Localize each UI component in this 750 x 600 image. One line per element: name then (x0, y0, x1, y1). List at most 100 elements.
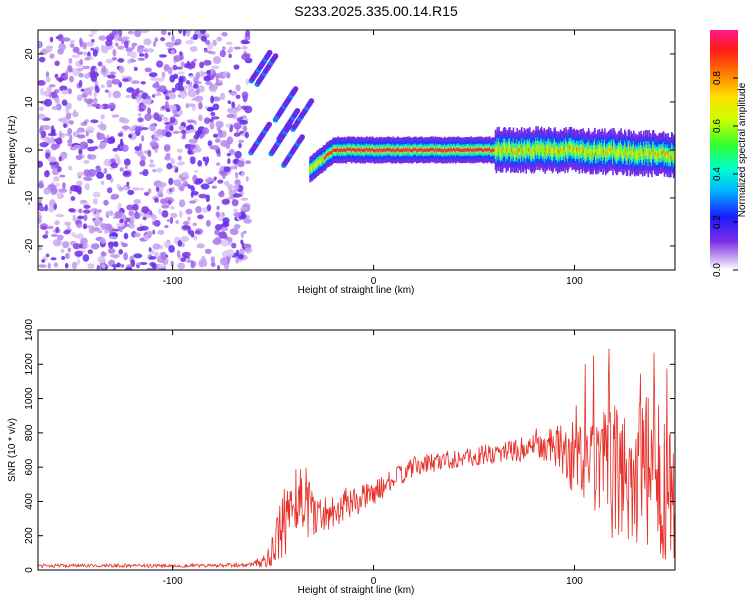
heatmap-cell (206, 70, 211, 75)
heatmap-cell (56, 234, 64, 241)
heatmap-cell (452, 149, 454, 153)
heatmap-cell (424, 148, 426, 152)
heatmap-cell (641, 152, 643, 156)
heatmap-cell (38, 160, 43, 168)
heatmap-cell (457, 147, 460, 151)
heatmap-cell (596, 148, 599, 152)
heatmap-cell (348, 147, 350, 151)
heatmap-cell (187, 89, 197, 98)
heatmap-cell (141, 135, 145, 142)
heatmap-cell (590, 152, 593, 156)
heatmap-cell (164, 224, 169, 229)
heatmap-cell (133, 198, 141, 205)
heatmap-cell (524, 148, 527, 152)
heatmap-cell (67, 247, 72, 253)
heatmap-cell (221, 32, 228, 37)
heatmap-cell (114, 211, 122, 219)
heatmap-cell (157, 229, 165, 235)
heatmap-cell (180, 61, 185, 67)
heatmap-cell (133, 253, 143, 259)
heatmap-cell (513, 151, 516, 155)
heatmap-cell (356, 148, 358, 153)
heatmap-cell (335, 148, 338, 153)
heatmap-cell (399, 149, 402, 153)
heatmap-cell (337, 147, 339, 151)
heatmap-cell (84, 73, 90, 79)
heatmap-cell (624, 148, 626, 152)
spectrogram-y-tick-label: -20 (24, 238, 35, 253)
heatmap-cell (418, 148, 421, 152)
heatmap-cell (67, 127, 73, 135)
heatmap-cell (88, 33, 94, 38)
heatmap-cell (506, 148, 508, 152)
heatmap-cell (59, 174, 66, 178)
heatmap-cell (90, 103, 100, 108)
heatmap-cell (84, 57, 91, 61)
heatmap-cell (101, 250, 105, 258)
heatmap-cell (178, 125, 185, 131)
heatmap-cell (158, 54, 167, 58)
heatmap-cell (378, 147, 381, 152)
heatmap-cell (170, 158, 175, 165)
heatmap-cell (125, 47, 133, 53)
heatmap-cell (98, 209, 102, 213)
heatmap-cell (245, 160, 252, 164)
heatmap-cell (174, 169, 179, 173)
heatmap-cell (226, 41, 233, 45)
heatmap-cell (227, 158, 231, 165)
heatmap-cell (219, 49, 226, 58)
heatmap-cell (160, 251, 167, 260)
heatmap-cell (189, 46, 198, 52)
heatmap-cell (61, 256, 66, 260)
heatmap-cell (92, 49, 98, 57)
heatmap-cell (648, 148, 650, 152)
heatmap-cell (646, 148, 649, 152)
heatmap-cell (46, 86, 53, 92)
heatmap-cell (477, 147, 480, 151)
heatmap-cell (514, 150, 517, 154)
heatmap-cell (147, 107, 151, 114)
heatmap-cell (207, 42, 213, 51)
heatmap-cell (312, 165, 314, 170)
heatmap-cell (108, 32, 115, 41)
heatmap-cell (112, 48, 117, 57)
heatmap-cell (200, 30, 206, 35)
heatmap-cell (233, 212, 242, 217)
heatmap-cell (148, 163, 156, 168)
heatmap-cell (61, 99, 68, 106)
heatmap-cell (517, 151, 519, 155)
heatmap-cell (194, 95, 204, 103)
heatmap-cell (406, 148, 408, 152)
heatmap-cell (235, 94, 241, 100)
heatmap-cell (54, 220, 60, 226)
heatmap-cell (155, 186, 160, 192)
snr-x-tick-label: 0 (371, 576, 377, 587)
heatmap-cell (111, 228, 121, 232)
heatmap-cell (585, 151, 587, 156)
heatmap-cell (384, 148, 386, 152)
heatmap-cell (52, 168, 59, 176)
heatmap-cell (103, 167, 108, 175)
heatmap-cell (131, 215, 135, 223)
heatmap-cell (144, 191, 150, 196)
heatmap-cell (416, 148, 419, 152)
heatmap-cell (129, 51, 137, 59)
heatmap-cell (445, 149, 448, 153)
heatmap-cell (488, 147, 490, 152)
heatmap-cell (571, 148, 574, 152)
heatmap-cell (408, 147, 411, 151)
heatmap-cell (72, 243, 80, 250)
heatmap-cell (359, 149, 362, 153)
heatmap-cell (136, 97, 141, 104)
heatmap-cell (428, 148, 431, 153)
heatmap-cell (213, 133, 219, 138)
heatmap-cell (520, 151, 522, 155)
heatmap-cell (212, 103, 220, 111)
heatmap-cell (559, 147, 562, 152)
heatmap-cell (38, 204, 43, 211)
heatmap-cell (536, 148, 538, 152)
heatmap-cell (99, 104, 104, 110)
heatmap-cell (177, 262, 186, 270)
heatmap-cell (220, 239, 229, 247)
heatmap-cell (451, 148, 453, 152)
